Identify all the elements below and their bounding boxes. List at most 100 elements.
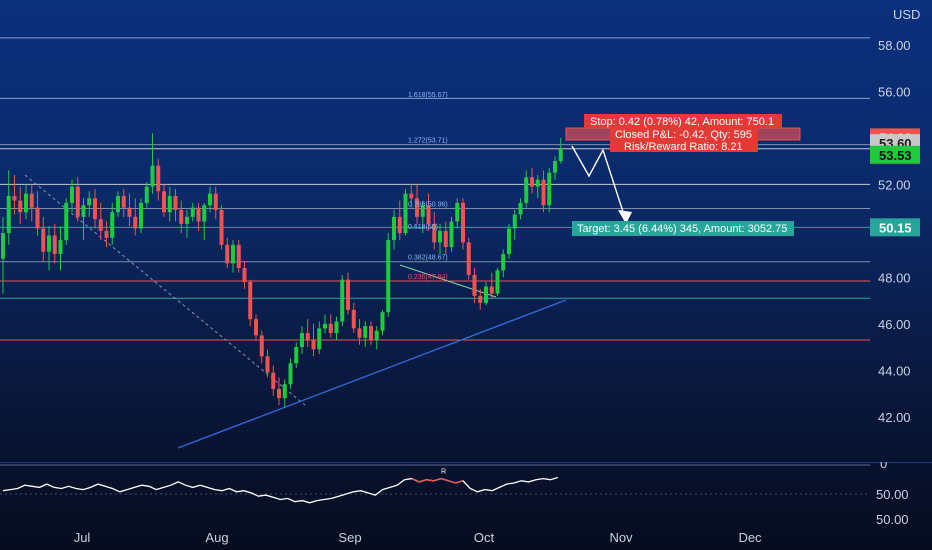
candle-body [110,212,115,238]
candle-body [75,186,80,217]
candle [357,319,362,345]
candle [231,240,235,273]
time-tick-nov: Nov [609,530,633,545]
oscillator-top-tick: 0 [880,462,887,471]
oscillator-tick-1: 50.00 [876,487,909,502]
candle-body [518,202,523,215]
candle [185,209,189,238]
price-label-box-2 [870,145,920,164]
candle-body [121,195,126,208]
candle-body [363,326,368,338]
candle-body [254,319,258,336]
candle-body [236,244,241,268]
candle-body [340,279,345,322]
candle-body [432,223,437,243]
candle-body [369,326,373,341]
fib-label-1: 1.272(53.71) [408,138,448,145]
candle-body [242,268,247,282]
candle [70,179,74,213]
candle-body [357,328,362,338]
stop-label-box [584,114,782,128]
candle-body [524,177,529,203]
candle [104,221,109,248]
candle [472,268,477,303]
candle [346,272,350,315]
fib-label-0: 1.618(55.67) [408,92,448,99]
candle [438,223,442,255]
candle [248,279,253,327]
candle [323,314,327,334]
candle [139,198,143,234]
candle-body [116,195,120,213]
oscillator-panel[interactable]: 0 R 50.00 50.00 Jul Aug Sep Oct Nov Dec [0,462,932,550]
candle-body [317,328,322,350]
candle [547,168,552,213]
candle [461,198,465,250]
fib-label-2: 0.786(50.96) [408,201,448,208]
candle-body [507,228,511,255]
candle-body [248,281,253,320]
candle [29,184,34,222]
candle-body [484,286,488,303]
candle-body [18,200,23,213]
candle [535,175,540,199]
candle [47,226,51,271]
candle [41,216,46,262]
candle-body [213,193,218,210]
candle-body [208,193,212,206]
price-tick-1: 56.00 [878,84,911,99]
candle-body [415,198,419,217]
candle [541,170,546,213]
time-tick-dec: Dec [738,530,762,545]
candle-body [24,193,28,213]
candle-body [156,165,161,192]
candle-body [420,205,425,217]
candle-body [93,198,97,220]
candle [524,170,529,208]
candle [75,177,80,222]
candle-body [334,321,339,334]
candle [558,137,563,164]
candle [392,209,396,250]
candle-body [489,286,494,294]
candle [363,321,368,348]
candle-body [288,363,293,385]
candle-body [380,312,385,331]
closed-pnl-label: Closed P&L: -0.42, Qty: 595 [615,129,752,141]
projection-arrowhead [618,210,632,224]
panel-separator[interactable] [0,462,932,463]
candle-body [41,228,46,252]
candle [162,184,166,217]
candle-body [139,202,143,229]
price-tick-3: 52.00 [878,177,911,192]
candle-body [202,205,207,222]
pnl-label-box [610,128,758,152]
candle [208,186,212,213]
candle [87,191,92,217]
candle-body [449,221,454,248]
fib-label-4: 0.382(48.67) [408,255,448,262]
candle-body [35,207,40,229]
candle-body [52,235,57,255]
candle [415,184,419,224]
candle [403,188,408,236]
candle-body [47,235,51,252]
candle [530,168,534,194]
candle-body [196,207,201,222]
candle [426,193,431,231]
price-tick-5: 48.00 [878,270,911,285]
candle [64,198,69,245]
candle-body [259,335,264,357]
candle [449,216,454,252]
candle-body [185,216,189,224]
candle [173,188,178,222]
price-chart[interactable]: 1.618(55.67) 1.272(53.71) 0.786(50.96) 0.61… [0,0,932,460]
fib-label-5: 0.236(47.84) [408,274,448,281]
candle-body [553,161,557,173]
candle [110,202,115,245]
ascending-trendline[interactable] [177,299,567,449]
candle [484,281,488,306]
candle-body [455,202,460,222]
currency-label: USD [893,7,920,22]
